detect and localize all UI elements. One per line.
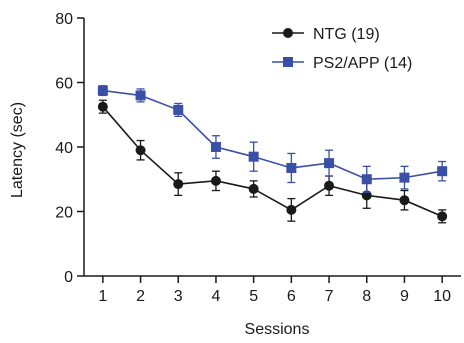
data-point [248,183,259,194]
x-tick-label: 7 [325,288,334,305]
data-point [361,174,372,185]
x-ticks: 1 2 3 4 5 6 7 8 9 10 [98,276,451,305]
y-tick-label: 20 [55,205,73,222]
data-point [286,162,297,173]
data-point [210,142,221,152]
data-point [173,179,184,190]
legend-item: NTG (19) [272,26,380,43]
legend-label: NTG (19) [313,26,380,43]
y-tick-label: 40 [55,140,73,157]
x-tick-label: 9 [400,288,409,305]
x-tick-label: 3 [174,288,183,305]
x-tick-label: 8 [362,288,371,305]
series-layer [97,85,448,224]
legend: NTG (19) PS2/APP (14) [272,26,412,72]
legend-item: PS2/APP (14) [272,55,412,72]
data-point [135,90,146,101]
data-point [324,158,335,169]
x-tick-label: 2 [136,288,145,305]
data-point [361,190,372,201]
legend-marker [283,57,293,67]
y-ticks: 0 20 40 60 80 [55,11,84,286]
series-1 [97,99,448,224]
legend-label: PS2/APP (14) [313,55,412,72]
data-point [399,195,410,206]
data-point [324,180,335,191]
x-tick-label: 1 [98,288,107,305]
y-tick-label: 80 [55,11,73,28]
y-tick-label: 0 [64,269,73,286]
y-tick-label: 60 [55,76,73,93]
series-2 [97,85,448,193]
data-point [286,204,297,215]
series-line [102,106,443,218]
legend-marker [283,28,293,38]
x-tick-label: 6 [287,288,296,305]
data-point [399,172,410,183]
data-point [437,211,448,222]
data-point [437,166,448,177]
series-line [102,89,443,181]
data-point [248,151,259,162]
x-axis-label: Sessions [245,321,310,338]
data-point [210,175,221,186]
y-axis-label: Latency (sec) [9,102,26,198]
data-point [97,101,108,112]
data-point [97,85,108,96]
x-tick-label: 5 [249,288,258,305]
data-point [135,145,146,156]
x-tick-label: 4 [211,288,220,305]
data-point [173,104,184,115]
x-tick-label: 10 [433,288,451,305]
